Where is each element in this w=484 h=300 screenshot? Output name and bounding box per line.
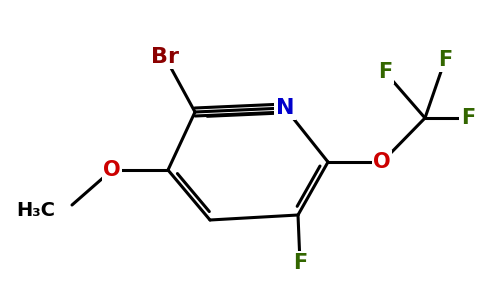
Text: F: F bbox=[293, 253, 307, 273]
Text: O: O bbox=[103, 160, 121, 180]
Text: F: F bbox=[461, 108, 475, 128]
Text: F: F bbox=[378, 62, 392, 82]
Text: N: N bbox=[276, 98, 294, 118]
Text: O: O bbox=[373, 152, 391, 172]
Text: F: F bbox=[438, 50, 452, 70]
Text: H₃C: H₃C bbox=[16, 200, 55, 220]
Text: Br: Br bbox=[151, 47, 179, 67]
